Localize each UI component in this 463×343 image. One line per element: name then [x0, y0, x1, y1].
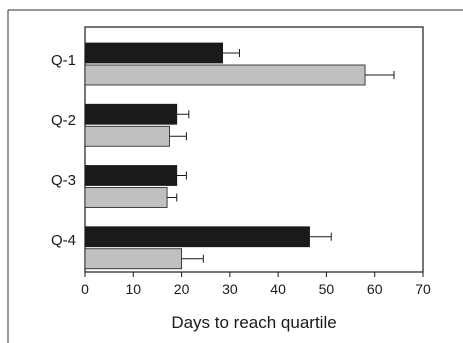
- bar-dark: [84, 226, 310, 248]
- bar-light: [84, 64, 366, 86]
- x-tick-label: 40: [270, 281, 286, 297]
- bar-light: [84, 187, 168, 208]
- x-tick-label: 70: [415, 281, 431, 297]
- plot-area: [84, 26, 424, 273]
- bar-light: [84, 125, 170, 147]
- x-tick-label: 10: [126, 281, 142, 297]
- bars-layer: [84, 42, 366, 270]
- x-tick-label: 0: [81, 281, 89, 297]
- bar-dark: [84, 165, 178, 186]
- category-label: Q-2: [51, 112, 76, 129]
- bar-light: [84, 248, 182, 270]
- bar-dark: [84, 103, 178, 125]
- x-tick-label: 50: [319, 281, 335, 297]
- x-axis-ticks: 0 10 20 30 40 50 60 70: [81, 272, 431, 297]
- error-bars-layer: [167, 49, 395, 263]
- x-tick-label: 20: [174, 281, 190, 297]
- bar-dark: [84, 42, 224, 64]
- category-label: Q-1: [51, 52, 76, 69]
- category-label: Q-3: [51, 172, 76, 189]
- category-label: Q-4: [51, 232, 76, 249]
- x-tick-label: 30: [222, 281, 238, 297]
- category-labels: Q-1 Q-2 Q-3 Q-4: [51, 52, 76, 249]
- x-tick-label: 60: [367, 281, 383, 297]
- x-axis-title: Days to reach quartile: [171, 313, 336, 332]
